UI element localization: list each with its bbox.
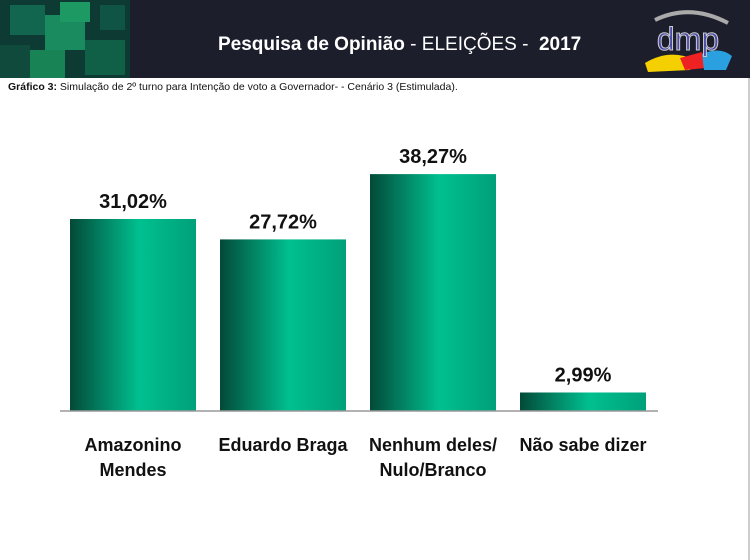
bar — [70, 218, 196, 411]
bar — [220, 239, 346, 411]
bar-chart: 31,02% Amazonino Mendes 27,72% Eduardo Braga… — [60, 146, 658, 480]
category-label: Não sabe dizer — [519, 435, 646, 455]
data-label: 38,27% — [399, 146, 467, 168]
category-label: Nenhum deles/ — [369, 435, 497, 455]
header-banner: Pesquisa de Opinião - ELEIÇÕES - 2017 dm… — [0, 0, 750, 78]
bar — [520, 392, 646, 411]
svg-text:dmp: dmp — [657, 21, 719, 57]
page-border — [748, 78, 750, 560]
dmp-logo: dmp — [645, 10, 732, 72]
category-label: Eduardo Braga — [218, 435, 348, 455]
data-label: 2,99% — [555, 364, 612, 386]
bar — [370, 174, 496, 411]
chart-caption: Gráfico 3: Simulação de 2º turno para In… — [8, 81, 458, 93]
category-label: Amazonino — [85, 435, 182, 455]
data-label: 27,72% — [249, 211, 317, 233]
category-label: Nulo/Branco — [379, 460, 486, 480]
data-label: 31,02% — [99, 191, 167, 213]
category-label: Mendes — [99, 460, 166, 480]
header-title: Pesquisa de Opinião - ELEIÇÕES - 2017 — [218, 34, 582, 55]
